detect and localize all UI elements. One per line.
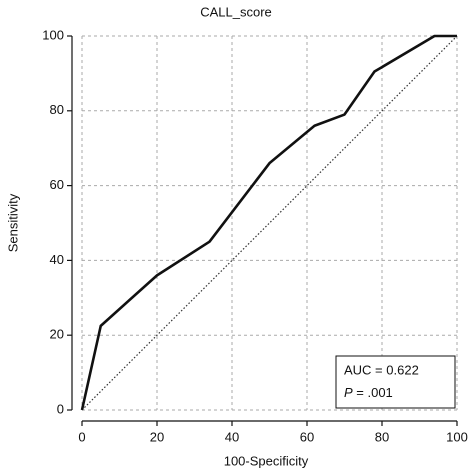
annotation-auc: AUC = 0.622 bbox=[344, 362, 419, 377]
y-tick-label: 40 bbox=[50, 252, 64, 267]
y-tick-label: 20 bbox=[50, 327, 64, 342]
x-tick-label: 60 bbox=[300, 429, 314, 444]
x-tick-label: 20 bbox=[150, 429, 164, 444]
y-tick-label: 0 bbox=[57, 401, 64, 416]
p-value: = .001 bbox=[353, 385, 393, 400]
y-tick-label: 100 bbox=[42, 27, 64, 42]
p-label: P bbox=[344, 385, 353, 400]
x-tick-label: 100 bbox=[446, 429, 468, 444]
x-tick-label: 40 bbox=[225, 429, 239, 444]
y-tick-label: 60 bbox=[50, 177, 64, 192]
x-axis-label: 100-Specificity bbox=[224, 453, 309, 468]
y-axis-label: Sensitivity bbox=[5, 193, 20, 252]
annotation-p: P = .001 bbox=[344, 385, 393, 400]
roc-curve bbox=[80, 34, 457, 411]
y-tick-label: 80 bbox=[50, 102, 64, 117]
x-tick-label: 80 bbox=[375, 429, 389, 444]
x-tick-label: 0 bbox=[78, 429, 85, 444]
reference-line bbox=[81, 35, 458, 411]
chart-title: CALL_score bbox=[200, 4, 272, 19]
annotation-box bbox=[335, 355, 456, 409]
